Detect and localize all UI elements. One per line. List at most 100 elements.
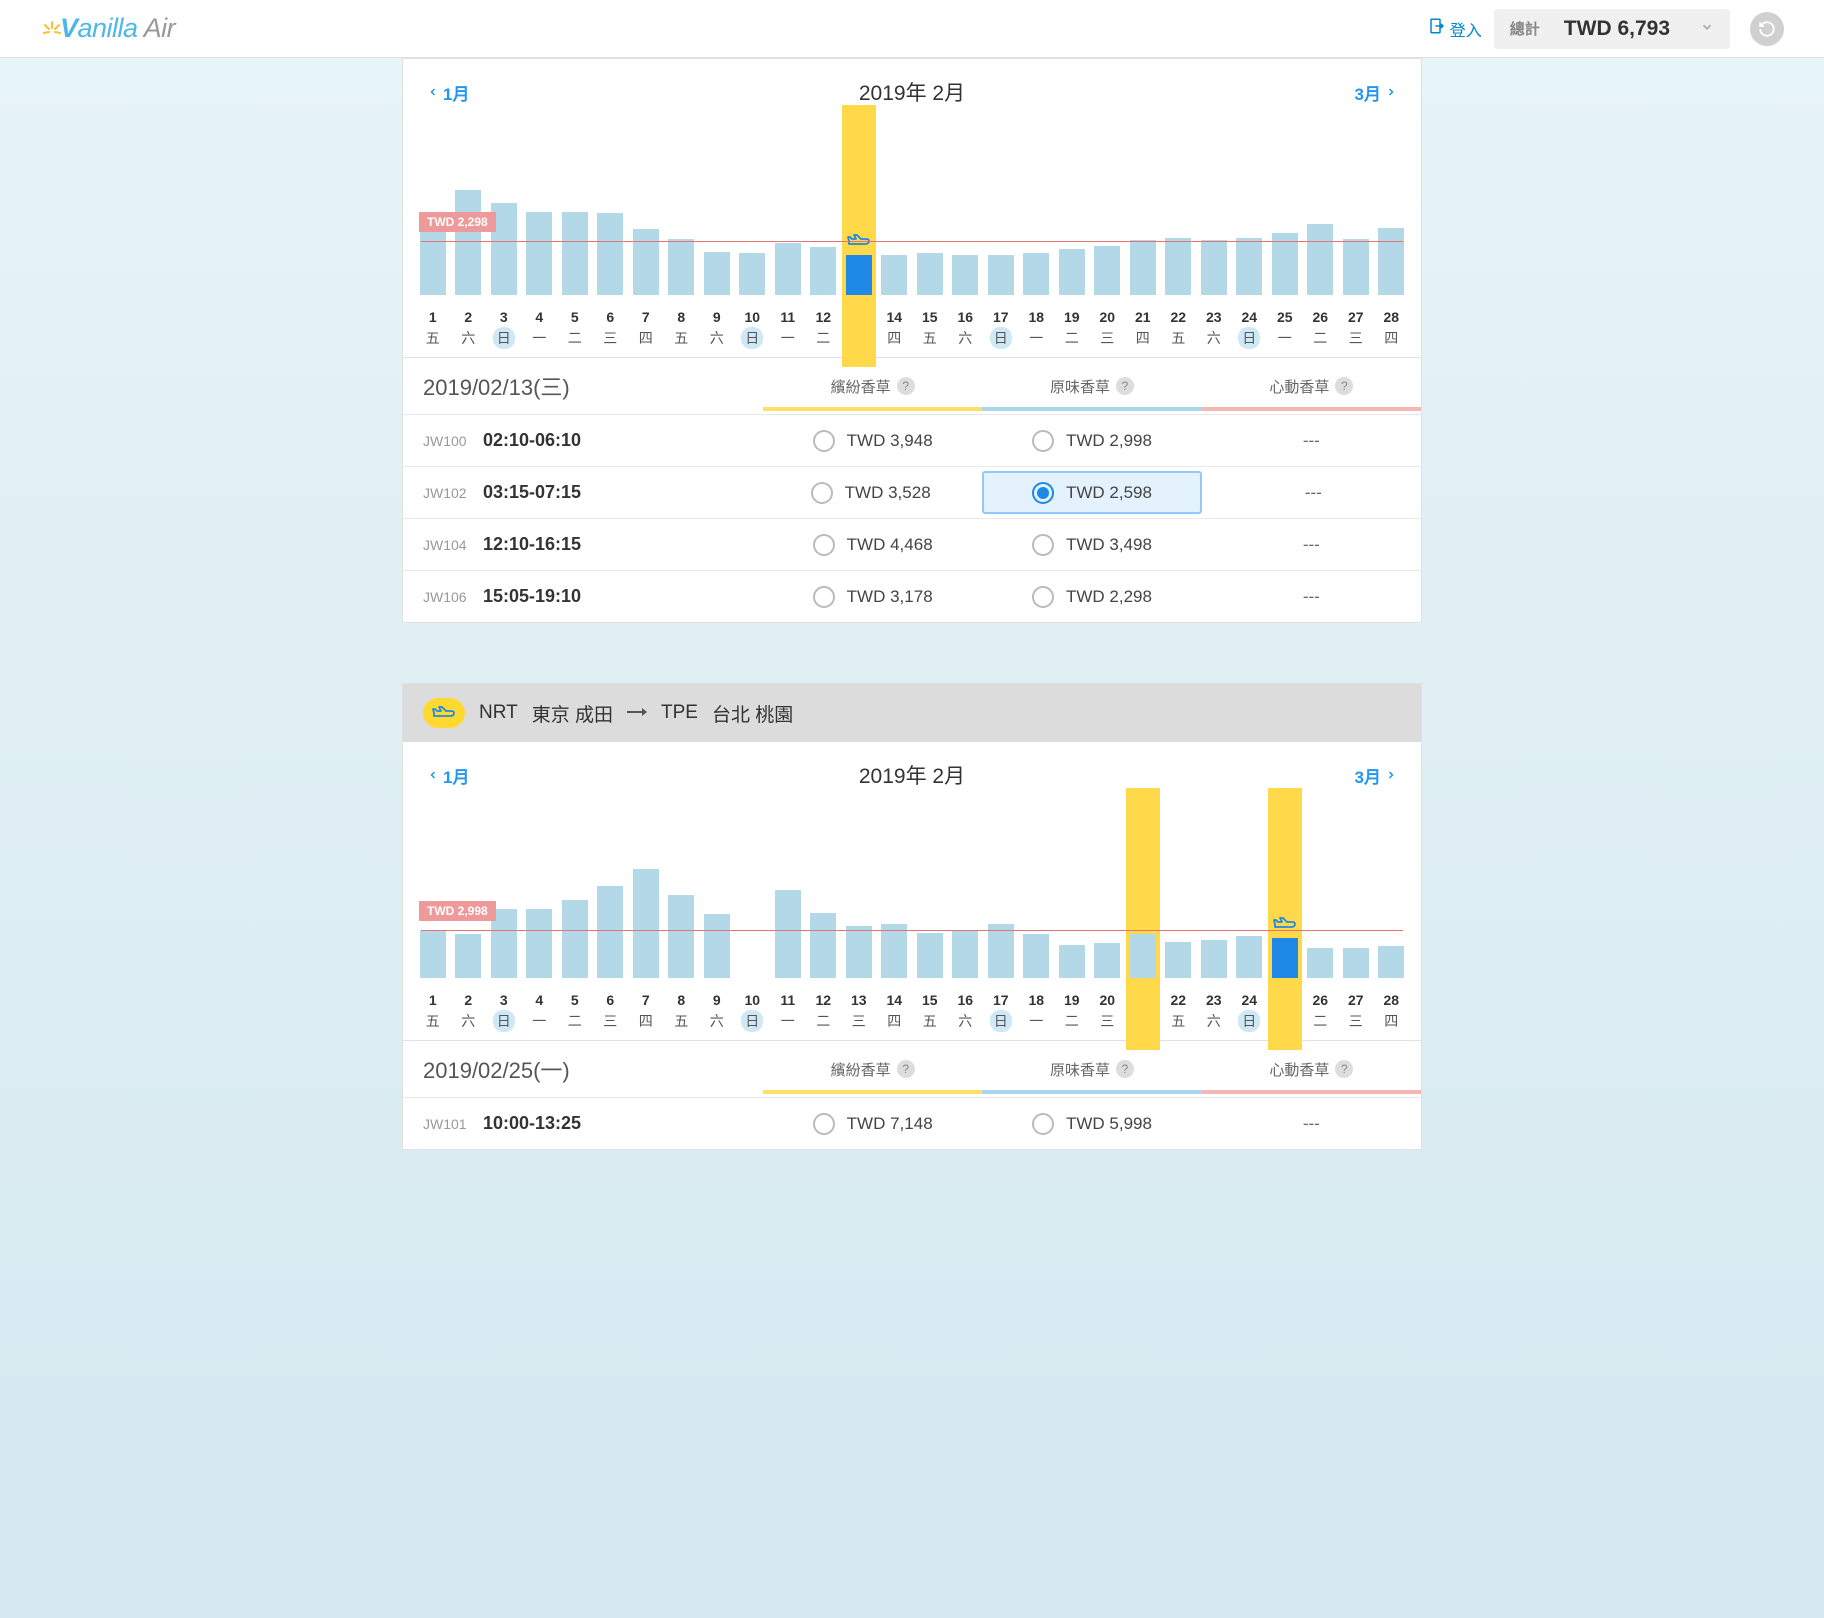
bar-day-9[interactable] (699, 798, 735, 978)
login-icon (1428, 17, 1446, 40)
bar-day-26[interactable] (1303, 798, 1339, 978)
help-icon[interactable]: ? (897, 1060, 915, 1078)
bar-day-20[interactable] (1090, 798, 1126, 978)
help-icon[interactable]: ? (1116, 377, 1134, 395)
fare-cell[interactable]: TWD 3,498 (982, 519, 1201, 570)
fare-cell[interactable]: TWD 3,528 (763, 467, 978, 518)
bar-day-8[interactable] (664, 115, 700, 295)
fare-cell[interactable]: TWD 3,178 (763, 571, 982, 622)
fare-radio[interactable] (1032, 482, 1054, 504)
bar-day-22[interactable] (1161, 798, 1197, 978)
bar-day-23[interactable] (1196, 115, 1232, 295)
fare-radio[interactable] (813, 534, 835, 556)
fare-cell[interactable]: TWD 3,948 (763, 415, 982, 466)
bar-day-28[interactable] (1374, 798, 1410, 978)
fare-radio[interactable] (1032, 534, 1054, 556)
bar-day-14[interactable] (877, 115, 913, 295)
fare-cell[interactable]: TWD 2,998 (982, 415, 1201, 466)
fare-price: TWD 3,178 (847, 587, 933, 607)
bar-day-1[interactable] (415, 798, 451, 978)
bar-day-9[interactable] (699, 115, 735, 295)
day-label-26: 26二 (1303, 990, 1339, 1032)
bar-day-22[interactable] (1161, 115, 1197, 295)
bar-day-26[interactable] (1303, 115, 1339, 295)
prev-month-label: 1月 (443, 763, 469, 788)
fare-cell[interactable]: TWD 5,998 (982, 1098, 1201, 1149)
bar-day-27[interactable] (1338, 115, 1374, 295)
bar-day-2[interactable] (451, 798, 487, 978)
bar-day-21[interactable] (1125, 115, 1161, 295)
day-label-24: 24日 (1232, 990, 1268, 1032)
bar-day-4[interactable] (522, 798, 558, 978)
bar-day-11[interactable] (770, 798, 806, 978)
fare-cell[interactable]: TWD 4,468 (763, 519, 982, 570)
bar-day-15[interactable] (912, 115, 948, 295)
bar-day-13[interactable] (841, 798, 877, 978)
bar-day-18[interactable] (1019, 798, 1055, 978)
bar-day-25[interactable] (1267, 115, 1303, 295)
bar-day-10[interactable] (735, 798, 771, 978)
bar-day-11[interactable] (770, 115, 806, 295)
fare-radio[interactable] (813, 430, 835, 452)
bar-day-6[interactable] (593, 798, 629, 978)
help-icon[interactable]: ? (897, 377, 915, 395)
bar-day-15[interactable] (912, 798, 948, 978)
brand-logo[interactable]: VanillaAir (40, 13, 175, 44)
prev-month-link[interactable]: 1月 (427, 80, 469, 105)
bar-day-16[interactable] (948, 115, 984, 295)
bar-day-4[interactable] (522, 115, 558, 295)
bar-day-5[interactable] (557, 798, 593, 978)
reload-button[interactable] (1750, 12, 1784, 46)
bar-day-2[interactable] (451, 115, 487, 295)
bar-day-14[interactable] (877, 798, 913, 978)
bar-day-3[interactable] (486, 115, 522, 295)
bar-day-17[interactable] (983, 115, 1019, 295)
next-month-link[interactable]: 3月 (1355, 80, 1397, 105)
fare-radio[interactable] (1032, 1113, 1054, 1135)
baseline-label: TWD 2,998 (419, 901, 496, 921)
bar-day-6[interactable] (593, 115, 629, 295)
day-label-20: 20三 (1090, 307, 1126, 349)
bar-day-13[interactable] (841, 115, 877, 295)
prev-month-link[interactable]: 1月 (427, 763, 469, 788)
bar-day-12[interactable] (806, 798, 842, 978)
bar-day-25[interactable] (1267, 798, 1303, 978)
fare-cell[interactable]: TWD 7,148 (763, 1098, 982, 1149)
bar-day-1[interactable] (415, 115, 451, 295)
bar-day-7[interactable] (628, 115, 664, 295)
help-icon[interactable]: ? (1116, 1060, 1134, 1078)
bar-day-19[interactable] (1054, 798, 1090, 978)
day-label-6: 6三 (593, 990, 629, 1032)
fare-radio[interactable] (1032, 586, 1054, 608)
bar-day-16[interactable] (948, 798, 984, 978)
login-link[interactable]: 登入 (1428, 17, 1482, 41)
fare-radio[interactable] (1032, 430, 1054, 452)
bar-day-12[interactable] (806, 115, 842, 295)
bar-day-18[interactable] (1019, 115, 1055, 295)
total-box[interactable]: 總計 TWD 6,793 (1494, 9, 1730, 49)
help-icon[interactable]: ? (1335, 1060, 1353, 1078)
bar-day-23[interactable] (1196, 798, 1232, 978)
day-label-28: 28四 (1374, 990, 1410, 1032)
bar-day-20[interactable] (1090, 115, 1126, 295)
bar-day-8[interactable] (664, 798, 700, 978)
bar-day-21[interactable] (1125, 798, 1161, 978)
bar-day-3[interactable] (486, 798, 522, 978)
bar-day-27[interactable] (1338, 798, 1374, 978)
fare-radio[interactable] (811, 482, 833, 504)
next-month-link[interactable]: 3月 (1355, 763, 1397, 788)
bar-day-7[interactable] (628, 798, 664, 978)
bar-day-17[interactable] (983, 798, 1019, 978)
fare-cell[interactable]: TWD 2,298 (982, 571, 1201, 622)
bar-day-10[interactable] (735, 115, 771, 295)
fare-radio[interactable] (813, 586, 835, 608)
bar-day-5[interactable] (557, 115, 593, 295)
fare-price: TWD 2,298 (1066, 587, 1152, 607)
fare-cell[interactable]: TWD 2,598 (982, 471, 1201, 514)
fare-radio[interactable] (813, 1113, 835, 1135)
help-icon[interactable]: ? (1335, 377, 1353, 395)
bar-day-24[interactable] (1232, 115, 1268, 295)
bar-day-28[interactable] (1374, 115, 1410, 295)
bar-day-19[interactable] (1054, 115, 1090, 295)
bar-day-24[interactable] (1232, 798, 1268, 978)
